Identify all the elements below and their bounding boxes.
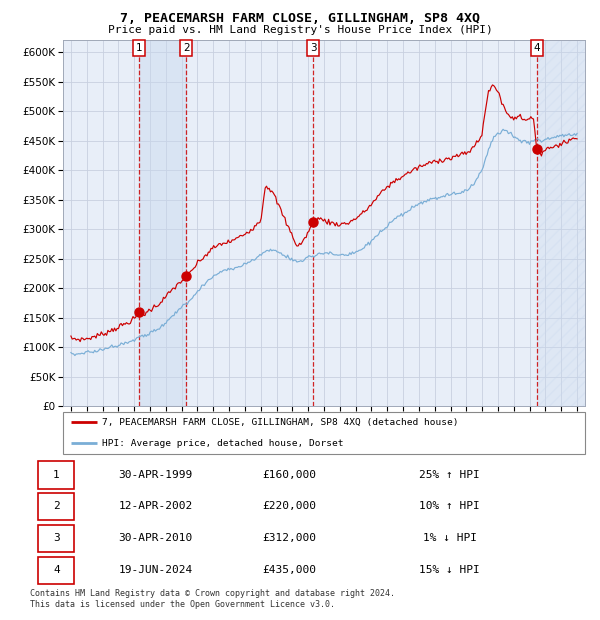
Text: 25% ↑ HPI: 25% ↑ HPI — [419, 470, 480, 480]
Text: HPI: Average price, detached house, Dorset: HPI: Average price, detached house, Dors… — [102, 439, 344, 448]
Text: 1: 1 — [136, 43, 143, 53]
Text: Contains HM Land Registry data © Crown copyright and database right 2024.: Contains HM Land Registry data © Crown c… — [30, 589, 395, 598]
FancyBboxPatch shape — [38, 525, 74, 552]
Text: 30-APR-2010: 30-APR-2010 — [118, 533, 193, 543]
Text: Price paid vs. HM Land Registry's House Price Index (HPI): Price paid vs. HM Land Registry's House … — [107, 25, 493, 35]
FancyBboxPatch shape — [38, 493, 74, 520]
Text: £435,000: £435,000 — [262, 565, 316, 575]
Text: 2: 2 — [183, 43, 190, 53]
Text: 15% ↓ HPI: 15% ↓ HPI — [419, 565, 480, 575]
Text: 1% ↓ HPI: 1% ↓ HPI — [422, 533, 476, 543]
FancyBboxPatch shape — [38, 461, 74, 489]
FancyBboxPatch shape — [63, 412, 585, 454]
Text: 4: 4 — [53, 565, 60, 575]
Text: 2: 2 — [53, 502, 60, 512]
Text: 7, PEACEMARSH FARM CLOSE, GILLINGHAM, SP8 4XQ (detached house): 7, PEACEMARSH FARM CLOSE, GILLINGHAM, SP… — [102, 418, 458, 427]
Text: £160,000: £160,000 — [262, 470, 316, 480]
Text: 3: 3 — [310, 43, 317, 53]
Text: This data is licensed under the Open Government Licence v3.0.: This data is licensed under the Open Gov… — [30, 600, 335, 609]
Text: 7, PEACEMARSH FARM CLOSE, GILLINGHAM, SP8 4XQ: 7, PEACEMARSH FARM CLOSE, GILLINGHAM, SP… — [120, 12, 480, 25]
FancyBboxPatch shape — [38, 557, 74, 584]
Text: 3: 3 — [53, 533, 60, 543]
Text: 12-APR-2002: 12-APR-2002 — [118, 502, 193, 512]
Text: 10% ↑ HPI: 10% ↑ HPI — [419, 502, 480, 512]
Text: 1: 1 — [53, 470, 60, 480]
Text: 4: 4 — [533, 43, 540, 53]
Text: 30-APR-1999: 30-APR-1999 — [118, 470, 193, 480]
Text: 19-JUN-2024: 19-JUN-2024 — [118, 565, 193, 575]
Bar — [537, 40, 585, 406]
Text: £220,000: £220,000 — [262, 502, 316, 512]
Text: £312,000: £312,000 — [262, 533, 316, 543]
Bar — [139, 40, 186, 406]
